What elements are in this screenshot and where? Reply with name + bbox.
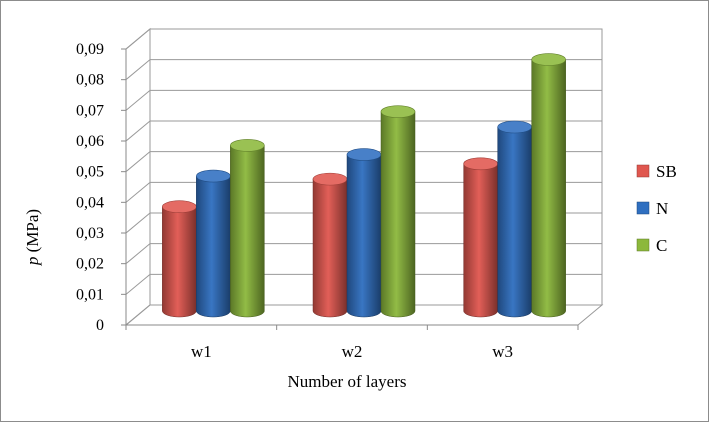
x-category-label: w1 [191,342,212,361]
bar-top [312,172,348,186]
bars [162,53,566,318]
y-tick-label: 0,05 [76,164,104,181]
bar-N-w2 [346,148,382,318]
bar-top [162,200,197,214]
y-tick-label: 0,07 [76,102,104,119]
bar-top [531,53,566,66]
y-tick-label: 0,03 [76,225,104,242]
legend-swatch [636,164,650,178]
gridline [125,59,602,81]
bar-C-w1 [230,139,265,318]
bar-top [346,148,382,161]
gridline [125,151,602,173]
legend-item-N: N [636,199,668,218]
y-tick-label: 0,02 [76,256,104,273]
x-category-label: w3 [492,342,513,361]
bar-body [230,145,265,318]
bar-top [380,105,416,118]
bar-SB-w1 [162,200,197,318]
x-axis-label: Number of layers [288,372,407,391]
bar-SB-w2 [312,172,348,318]
bar-body [196,175,231,318]
legend-swatch [636,201,650,215]
y-axis-label-symbol: p [23,257,42,267]
gridline [125,28,602,50]
bar-body [497,126,532,318]
y-tick-label: 0 [96,317,104,334]
bar-C-w3 [531,53,566,318]
y-tick-label: 0,09 [76,41,104,58]
legend-label: C [656,236,667,255]
legend-label: N [656,199,668,218]
y-axis-label-unit: (MPa) [23,209,42,257]
bar-top [196,169,231,183]
gridline [125,181,602,203]
gridline [125,120,602,142]
grid-lines [121,28,602,330]
bar-N-w1 [196,169,231,318]
legend-swatch [636,238,650,252]
y-tick-label: 0,01 [76,286,104,303]
gridline [125,273,602,295]
bar-body [531,59,566,318]
gridline [125,243,602,265]
legend-item-SB: SB [636,162,677,181]
gridline [125,304,602,326]
x-category-labels: w1 w2 w3 [191,342,513,361]
legend-item-C: C [636,236,667,255]
bar-N-w3 [497,120,532,318]
bar-body [346,154,382,318]
bar-top [497,120,532,134]
y-tick-labels: 0 0,01 0,02 0,03 0,04 0,05 0,06 0,07 0,08 0,09 [76,41,104,334]
gridline [125,212,602,234]
legend: SB NC [636,162,677,255]
bar-C-w2 [380,105,416,318]
bar-SB-w3 [463,157,498,318]
y-axis-label: p (MPa) [23,209,42,266]
bar-body [162,206,197,318]
legend-label: SB [656,162,677,181]
x-category-label: w2 [342,342,363,361]
y-tick-label: 0,04 [76,194,104,211]
y-tick-label: 0,06 [76,133,104,150]
y-tick-label: 0,08 [76,72,104,89]
bar-top [230,139,265,152]
side-wall [125,27,151,327]
bar-top [463,157,498,171]
bar-body [463,163,498,318]
bar-body [312,178,348,318]
gridline [125,89,602,111]
bar-body [380,111,416,318]
